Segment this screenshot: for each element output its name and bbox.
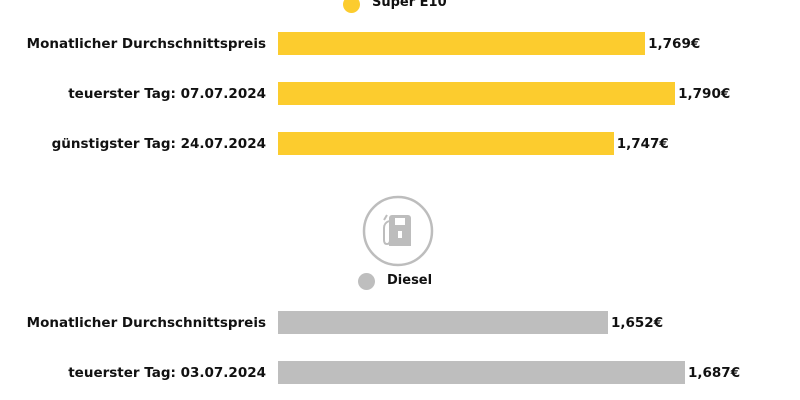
- e10-category-label: günstigster Tag: 24.07.2024: [51, 136, 266, 152]
- diesel-bar: [278, 361, 685, 384]
- diesel-legend-label: Diesel: [387, 273, 433, 288]
- diesel-legend-dot: [358, 273, 375, 290]
- e10-bar: [278, 82, 676, 105]
- e10-legend-dot: [343, 0, 360, 13]
- e10-bar: [278, 32, 646, 55]
- diesel-category-label: teuerster Tag: 03.07.2024: [68, 365, 266, 381]
- e10-value-label: 1,769€: [648, 36, 701, 52]
- e10-category-label: Monatlicher Durchschnittspreis: [26, 36, 266, 52]
- e10-bar: [278, 132, 614, 155]
- e10-value-label: 1,790€: [678, 86, 731, 102]
- diesel-value-label: 1,652€: [611, 315, 664, 331]
- diesel-category-label: Monatlicher Durchschnittspreis: [26, 315, 266, 331]
- diesel-bar: [278, 311, 608, 334]
- e10-legend-label: Super E10: [372, 0, 447, 10]
- diesel-value-label: 1,687€: [688, 365, 741, 381]
- e10-value-label: 1,747€: [616, 136, 669, 152]
- e10-category-label: teuerster Tag: 07.07.2024: [68, 86, 266, 102]
- fuel-pump-icon: [362, 195, 434, 267]
